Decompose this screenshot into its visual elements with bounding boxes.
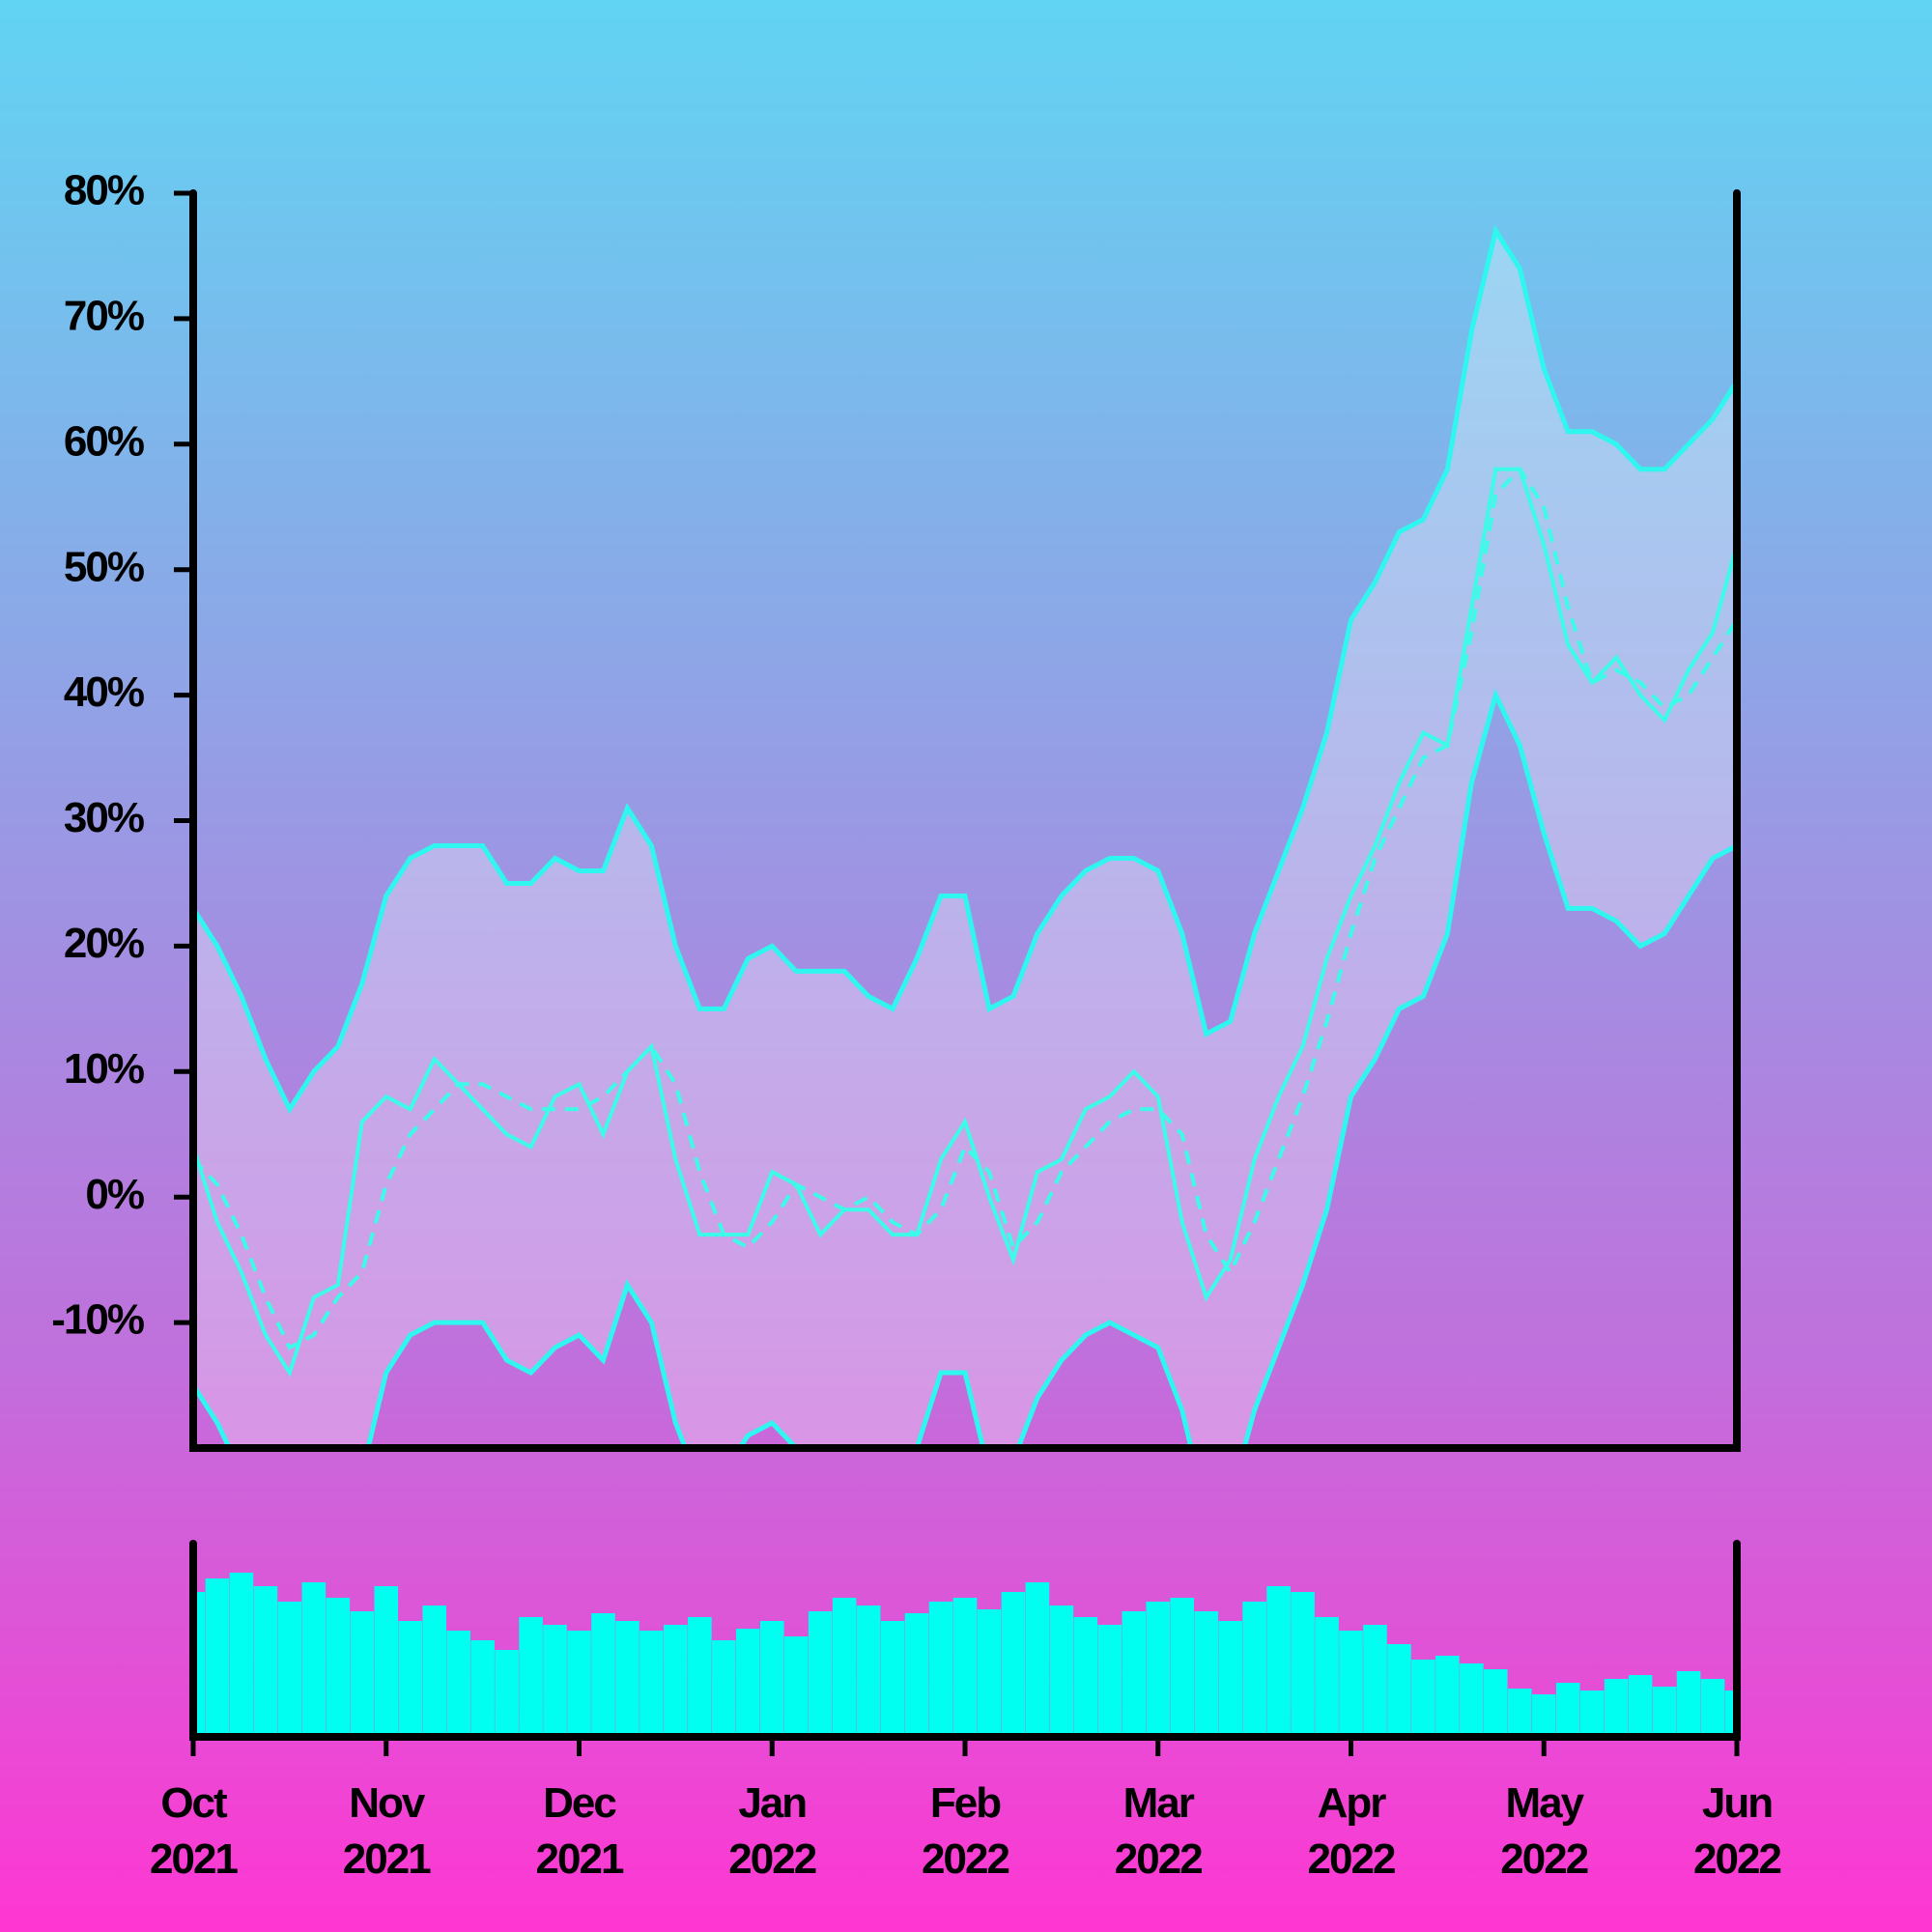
volume-bar bbox=[688, 1617, 712, 1737]
y-tick-label: 60% bbox=[64, 417, 144, 465]
volume-bar bbox=[1676, 1671, 1701, 1737]
volume-bar bbox=[1724, 1690, 1733, 1737]
volume-bar bbox=[301, 1582, 327, 1737]
moving-average bbox=[193, 466, 1737, 1350]
plot-area bbox=[193, 224, 1737, 1448]
volume-bar bbox=[374, 1586, 399, 1737]
volume-bar bbox=[952, 1598, 978, 1737]
volume-bar bbox=[470, 1640, 495, 1737]
volume-bar bbox=[326, 1598, 351, 1737]
y-tick-label: 50% bbox=[64, 543, 144, 590]
volume-bar bbox=[591, 1613, 615, 1737]
y-tick-label: 70% bbox=[64, 293, 144, 340]
volume-bar bbox=[1604, 1679, 1629, 1737]
volume-bar bbox=[1242, 1602, 1266, 1737]
volume-bar bbox=[1507, 1689, 1532, 1737]
volume-bar bbox=[664, 1625, 688, 1737]
y-tick-label: -10% bbox=[51, 1296, 144, 1344]
volume-bar bbox=[1579, 1690, 1605, 1737]
y-tick-label: 20% bbox=[64, 920, 144, 967]
volume-bar bbox=[398, 1621, 423, 1737]
volume-bar bbox=[904, 1613, 929, 1737]
volume-bar bbox=[253, 1586, 278, 1737]
volume-bar bbox=[1435, 1656, 1460, 1737]
volume-bar bbox=[197, 1592, 206, 1737]
x-tick-label: May 2022 bbox=[1500, 1779, 1589, 1883]
volume-bar bbox=[1652, 1687, 1677, 1737]
y-tick-label: 10% bbox=[64, 1045, 144, 1093]
volume-bar bbox=[229, 1573, 254, 1737]
volume-bar bbox=[977, 1609, 1002, 1737]
volume-bar bbox=[712, 1640, 736, 1737]
volume-bar bbox=[495, 1650, 519, 1737]
axis-frame bbox=[189, 1540, 1741, 1741]
volume-bar bbox=[543, 1625, 567, 1737]
y-tick-label: 40% bbox=[64, 668, 144, 716]
volume-bar bbox=[639, 1631, 664, 1737]
band-line bbox=[193, 688, 1737, 1448]
volume-bar bbox=[808, 1611, 833, 1737]
volume-bar bbox=[1628, 1675, 1653, 1737]
volume-bar bbox=[1170, 1598, 1195, 1737]
volume-bar bbox=[1097, 1625, 1122, 1737]
x-tick-label: Jun 2022 bbox=[1693, 1779, 1782, 1883]
x-tick-label: Dec 2021 bbox=[535, 1779, 625, 1883]
axis-frame bbox=[189, 189, 1741, 1452]
volume-bar bbox=[1555, 1683, 1580, 1737]
band-fill bbox=[193, 230, 1737, 1448]
volume-bar bbox=[519, 1617, 543, 1737]
volume-bar bbox=[1194, 1611, 1218, 1737]
x-tick-label: Feb 2022 bbox=[922, 1779, 1010, 1883]
volume-bar bbox=[1484, 1669, 1508, 1737]
volume-bar bbox=[1218, 1621, 1242, 1737]
volume-bar bbox=[1531, 1694, 1556, 1737]
volume-bar bbox=[880, 1621, 905, 1737]
volume-bar bbox=[205, 1578, 230, 1737]
volume-bar bbox=[832, 1598, 857, 1737]
volume-bar bbox=[446, 1631, 470, 1737]
volume-bar bbox=[1073, 1617, 1098, 1737]
volume-bar bbox=[1387, 1644, 1411, 1737]
x-tick-label: Oct 2021 bbox=[150, 1779, 239, 1883]
y-tick-label: 0% bbox=[85, 1171, 143, 1218]
volume-bar bbox=[350, 1611, 375, 1737]
y-tick-label: 30% bbox=[64, 794, 144, 841]
price-line bbox=[193, 467, 1737, 1378]
x-tick-label: Jan 2022 bbox=[728, 1779, 817, 1883]
volume-bar bbox=[1339, 1631, 1363, 1737]
volume-bar bbox=[1291, 1592, 1315, 1737]
volume-bar bbox=[735, 1629, 760, 1737]
volume-bar bbox=[422, 1605, 446, 1737]
volume-bar bbox=[277, 1602, 302, 1737]
x-tick-label: Nov 2021 bbox=[342, 1779, 432, 1883]
x-tick-label: Mar 2022 bbox=[1114, 1779, 1204, 1883]
volume-bar bbox=[856, 1605, 881, 1737]
volume-bar bbox=[615, 1621, 639, 1737]
volume-bar bbox=[1315, 1617, 1339, 1737]
volume-bar bbox=[1460, 1663, 1484, 1737]
volume-bar bbox=[1363, 1625, 1387, 1737]
band-line bbox=[193, 224, 1737, 1115]
volume-bar bbox=[1411, 1660, 1435, 1737]
volume-bar bbox=[1146, 1602, 1171, 1737]
volume-bar bbox=[1266, 1586, 1291, 1737]
volume-bar bbox=[783, 1636, 809, 1737]
volume-bar bbox=[567, 1631, 591, 1737]
volume-bar bbox=[1700, 1679, 1725, 1737]
volume-bar bbox=[1025, 1582, 1050, 1737]
volume-bar bbox=[928, 1602, 953, 1737]
volume-bar bbox=[1122, 1611, 1147, 1737]
volume-bar bbox=[1001, 1592, 1026, 1737]
volume-bar bbox=[1049, 1605, 1074, 1737]
x-tick-label: Apr 2022 bbox=[1307, 1779, 1397, 1883]
y-tick-label: 80% bbox=[64, 167, 144, 214]
volume-bar bbox=[759, 1621, 784, 1737]
